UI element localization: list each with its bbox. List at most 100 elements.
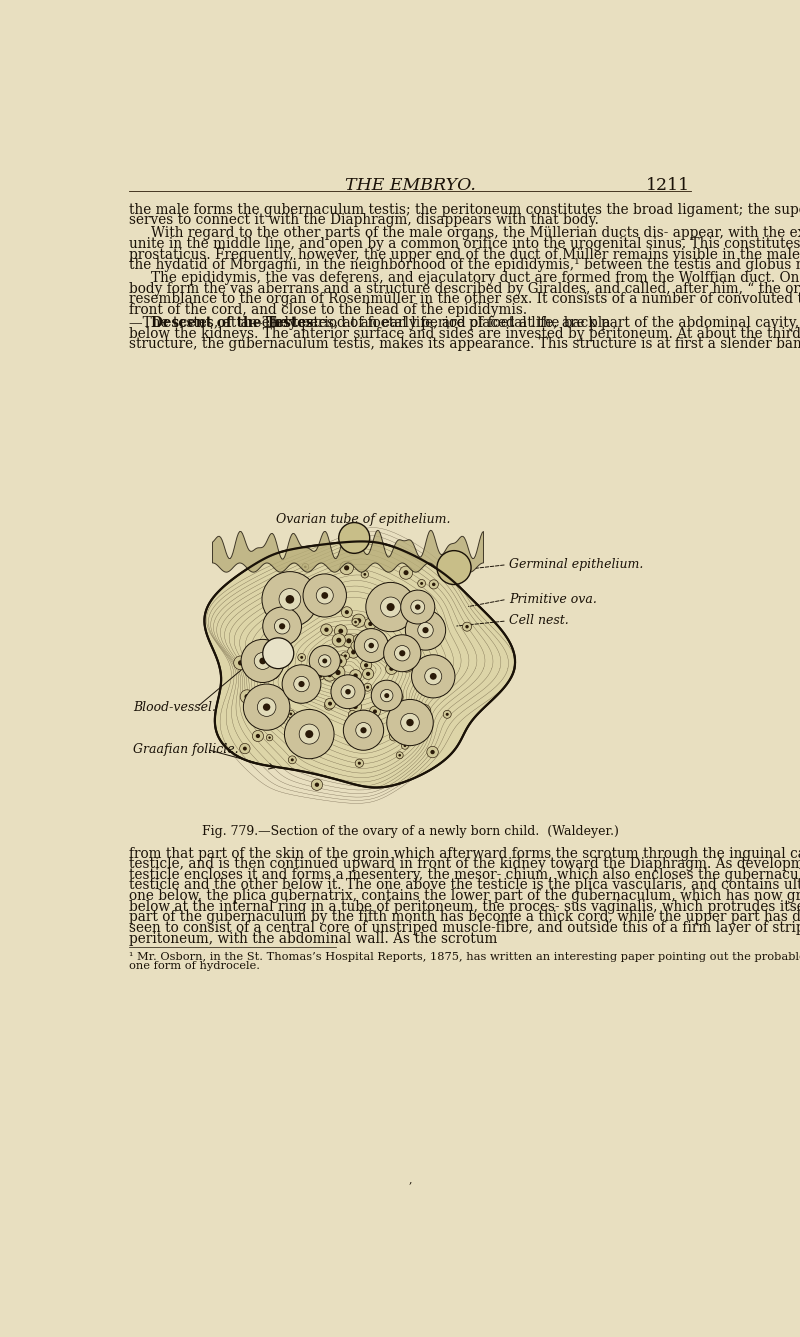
Circle shape — [238, 660, 243, 666]
Text: ,: , — [408, 1174, 412, 1183]
Circle shape — [392, 735, 395, 738]
Circle shape — [290, 612, 298, 619]
Circle shape — [279, 588, 301, 610]
Circle shape — [234, 656, 247, 670]
Circle shape — [402, 742, 409, 749]
Circle shape — [282, 664, 321, 703]
Circle shape — [353, 705, 358, 709]
Circle shape — [335, 670, 341, 675]
Circle shape — [411, 655, 455, 698]
Circle shape — [349, 710, 357, 719]
Text: With regard to the other parts of the male organs, the Müllerian ducts dis- appe: With regard to the other parts of the ma… — [151, 226, 800, 241]
Text: the hydatid of Morgagni, in the neighborhood of the epididymis,¹ between the tes: the hydatid of Morgagni, in the neighbor… — [130, 258, 800, 273]
Text: Germinal epithelium.: Germinal epithelium. — [509, 558, 643, 571]
Circle shape — [322, 592, 328, 599]
Circle shape — [399, 566, 413, 579]
Circle shape — [381, 683, 390, 693]
Circle shape — [311, 779, 322, 790]
Circle shape — [354, 639, 366, 650]
Circle shape — [462, 622, 471, 631]
Circle shape — [298, 681, 305, 687]
Circle shape — [318, 655, 331, 667]
Circle shape — [390, 666, 394, 671]
Circle shape — [355, 685, 358, 687]
Polygon shape — [213, 531, 483, 572]
Circle shape — [316, 655, 328, 667]
Circle shape — [285, 710, 334, 758]
Circle shape — [274, 619, 290, 634]
Circle shape — [360, 727, 366, 733]
Circle shape — [266, 734, 273, 741]
Text: one form of hydrocele.: one form of hydrocele. — [130, 961, 261, 972]
Circle shape — [331, 675, 365, 709]
Circle shape — [358, 644, 361, 648]
Circle shape — [270, 707, 283, 721]
Circle shape — [432, 583, 435, 586]
Circle shape — [430, 750, 434, 754]
Circle shape — [267, 592, 270, 595]
Circle shape — [355, 759, 363, 767]
Circle shape — [398, 754, 401, 757]
Circle shape — [268, 737, 271, 739]
Text: Cell nest.: Cell nest. — [509, 615, 569, 627]
Circle shape — [386, 646, 390, 650]
Text: structure, the gubernaculum testis, makes its appearance. This structure is at f: structure, the gubernaculum testis, make… — [130, 337, 800, 352]
Circle shape — [286, 595, 294, 603]
Circle shape — [381, 690, 393, 702]
Circle shape — [399, 650, 406, 656]
Text: Graafian follicle.: Graafian follicle. — [134, 743, 239, 755]
Text: below the kidneys. The anterior surface and sides are invested by peritoneum. At: below the kidneys. The anterior surface … — [130, 326, 800, 341]
Circle shape — [332, 634, 346, 647]
Circle shape — [320, 650, 327, 658]
Circle shape — [327, 705, 330, 707]
Circle shape — [356, 638, 360, 640]
Circle shape — [303, 574, 346, 618]
Text: the male forms the gubernaculum testis; the peritoneum constitutes the broad lig: the male forms the gubernaculum testis; … — [130, 203, 800, 217]
Text: peritoneum, with the abdominal wall. As the scrotum: peritoneum, with the abdominal wall. As … — [130, 932, 498, 945]
Circle shape — [358, 648, 362, 652]
Circle shape — [414, 594, 423, 602]
Circle shape — [344, 681, 347, 683]
Circle shape — [415, 604, 421, 610]
Text: seen to consist of a central core of unstriped muscle-fibre, and outside this of: seen to consist of a central core of uns… — [130, 921, 800, 935]
Text: unite in the middle line, and open by a common orifice into the urogenital sinus: unite in the middle line, and open by a … — [130, 237, 800, 251]
Text: one below, the plica gubernatrix, contains the lower part of the gubernaculum, w: one below, the plica gubernatrix, contai… — [130, 889, 800, 902]
Circle shape — [401, 590, 435, 624]
Text: Fig. 779.—Section of the ovary of a newly born child.  (Waldeyer.): Fig. 779.—Section of the ovary of a newl… — [202, 825, 618, 838]
Text: resemblance to the organ of Rosenmüller in the other sex. It consists of a numbe: resemblance to the organ of Rosenmüller … — [130, 293, 800, 306]
Circle shape — [322, 652, 325, 655]
Circle shape — [338, 628, 343, 634]
Circle shape — [322, 659, 327, 663]
Circle shape — [400, 659, 414, 673]
Circle shape — [304, 566, 306, 568]
Text: serves to connect it with the Diaphragm, disappears with that body.: serves to connect it with the Diaphragm,… — [130, 214, 599, 227]
Circle shape — [398, 695, 401, 698]
Circle shape — [384, 693, 390, 698]
Circle shape — [325, 702, 334, 710]
Circle shape — [403, 570, 409, 575]
Circle shape — [347, 646, 359, 658]
Circle shape — [294, 677, 310, 691]
Circle shape — [354, 628, 388, 662]
Circle shape — [328, 702, 332, 706]
Circle shape — [403, 745, 406, 747]
Circle shape — [355, 646, 366, 655]
Circle shape — [384, 686, 387, 690]
Circle shape — [336, 638, 342, 643]
Circle shape — [310, 646, 340, 677]
Circle shape — [351, 713, 354, 717]
Text: The epididymis, the vas deferens, and ejaculatory duct are formed from the Wolff: The epididymis, the vas deferens, and ej… — [151, 271, 800, 285]
Circle shape — [437, 551, 471, 584]
Circle shape — [350, 681, 362, 691]
Text: ¹ Mr. Osborn, in the St. Thomas’s Hospital Reports, 1875, has written an interes: ¹ Mr. Osborn, in the St. Thomas’s Hospit… — [130, 952, 800, 963]
Circle shape — [354, 620, 357, 623]
Circle shape — [290, 758, 294, 761]
Circle shape — [310, 580, 323, 594]
Circle shape — [362, 668, 374, 679]
Circle shape — [363, 574, 366, 576]
Circle shape — [430, 673, 437, 679]
Circle shape — [364, 663, 368, 667]
Circle shape — [302, 563, 309, 571]
Text: from that part of the skin of the groin which afterward forms the scrotum throug: from that part of the skin of the groin … — [130, 846, 800, 861]
Circle shape — [406, 610, 446, 650]
